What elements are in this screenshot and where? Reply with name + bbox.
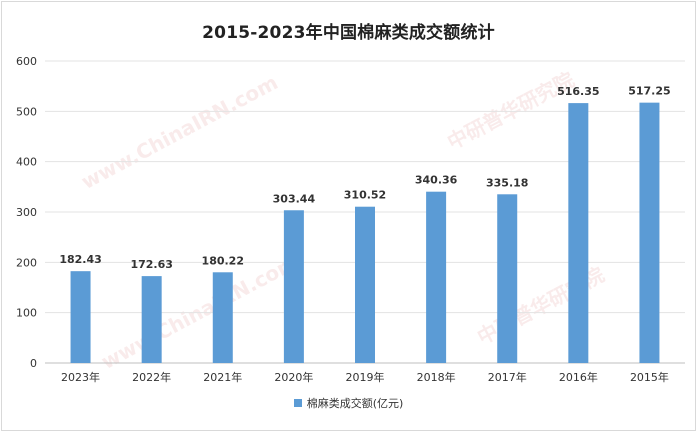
x-tick-label: 2018年 bbox=[417, 370, 456, 384]
legend-label: 棉麻类成交额(亿元) bbox=[306, 397, 404, 410]
data-label: 517.25 bbox=[628, 85, 670, 98]
y-tick-label: 500 bbox=[16, 105, 37, 118]
data-label: 340.36 bbox=[415, 174, 458, 187]
data-label: 172.63 bbox=[130, 258, 172, 271]
bar bbox=[568, 103, 589, 364]
legend: 棉麻类成交额(亿元) bbox=[0, 395, 697, 411]
bar bbox=[497, 194, 518, 363]
bar bbox=[426, 191, 447, 363]
y-tick-label: 400 bbox=[16, 156, 37, 169]
x-tick-label: 2022年 bbox=[132, 370, 171, 384]
y-tick-label: 0 bbox=[30, 357, 37, 370]
data-label: 335.18 bbox=[486, 176, 528, 189]
data-label: 310.52 bbox=[344, 189, 386, 202]
data-label: 516.35 bbox=[557, 85, 599, 98]
y-tick-label: 200 bbox=[16, 256, 37, 269]
x-tick-label: 2023年 bbox=[61, 370, 100, 384]
y-tick-label: 300 bbox=[16, 206, 37, 219]
y-tick-label: 100 bbox=[16, 307, 37, 320]
x-tick-label: 2015年 bbox=[630, 370, 669, 384]
bar bbox=[70, 271, 91, 363]
x-tick-label: 2016年 bbox=[559, 370, 598, 384]
bar bbox=[212, 272, 233, 363]
y-tick-label: 600 bbox=[16, 55, 37, 68]
bar bbox=[141, 276, 162, 363]
x-tick-label: 2021年 bbox=[203, 370, 242, 384]
chart-title: 2015-2023年中国棉麻类成交额统计 bbox=[202, 23, 495, 43]
legend-swatch bbox=[293, 399, 302, 407]
data-label: 303.44 bbox=[273, 192, 316, 205]
x-tick-label: 2019年 bbox=[346, 370, 385, 384]
data-label: 180.22 bbox=[202, 254, 244, 267]
x-tick-label: 2017年 bbox=[488, 370, 527, 384]
bar bbox=[355, 206, 375, 363]
bar bbox=[283, 210, 304, 363]
x-tick-label: 2020年 bbox=[274, 370, 313, 384]
bar bbox=[639, 102, 660, 364]
data-label: 182.43 bbox=[59, 253, 101, 266]
